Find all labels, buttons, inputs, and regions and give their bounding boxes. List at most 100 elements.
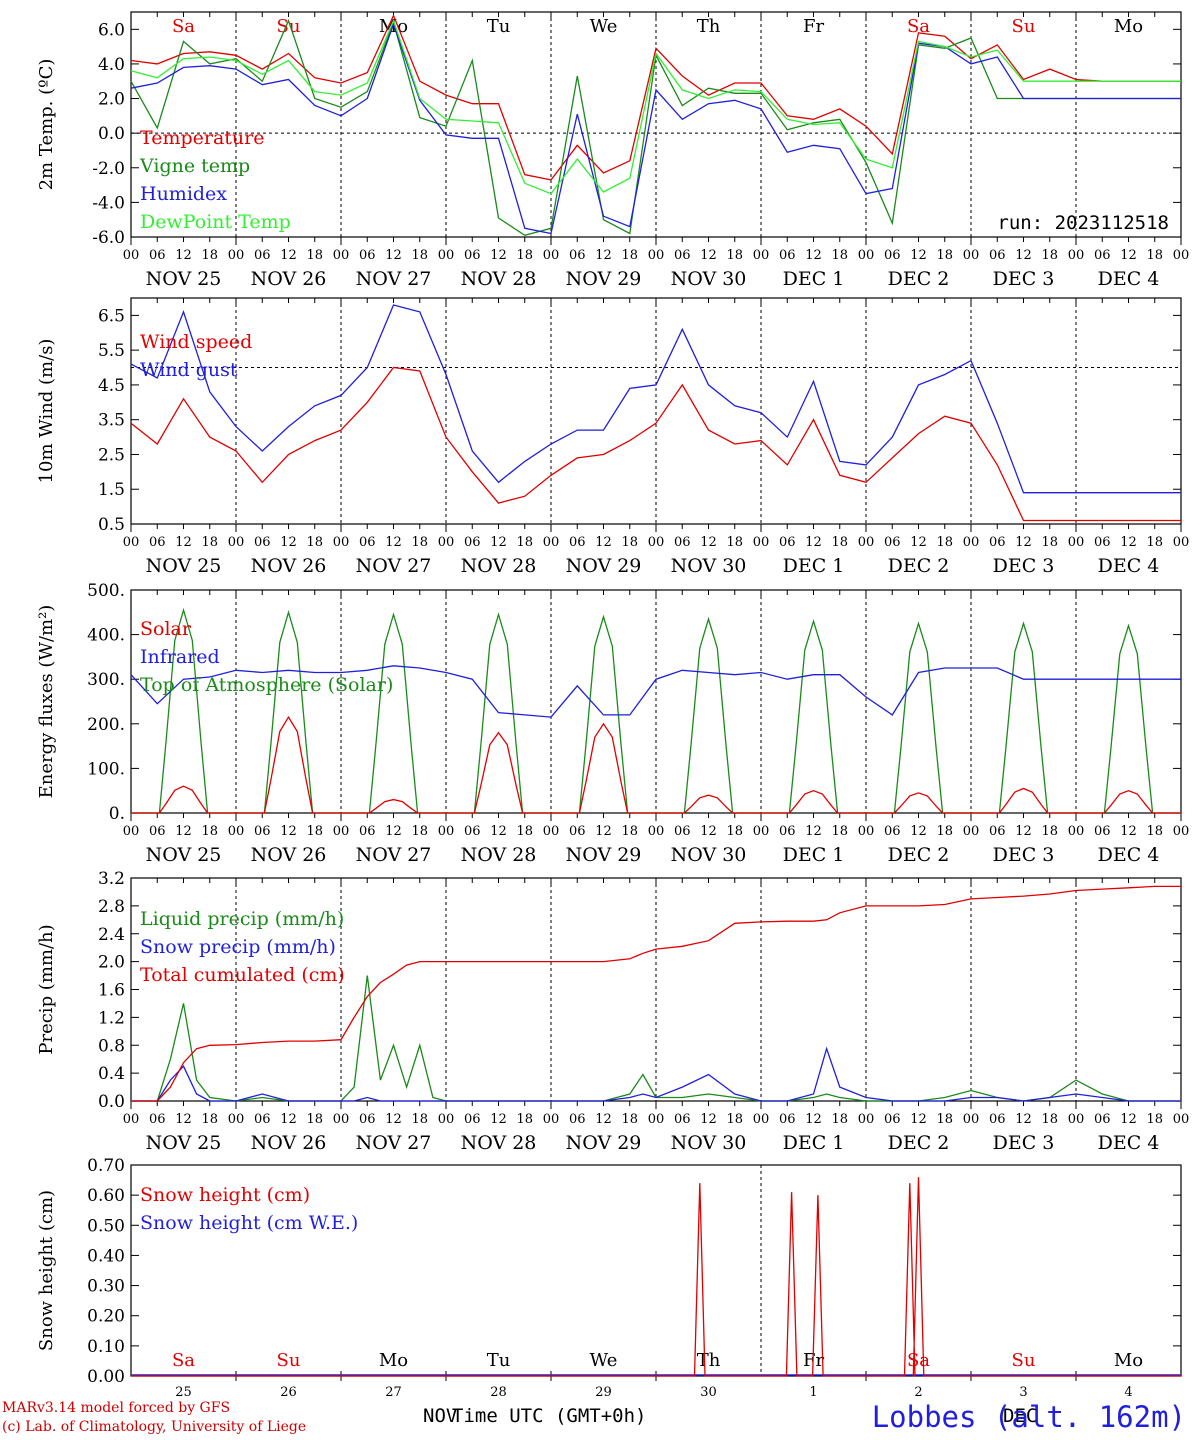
- y-tick-label: 100.: [87, 759, 125, 779]
- y-tick-label: 0.40: [87, 1246, 125, 1266]
- hour-tick-label: 06: [464, 1112, 481, 1127]
- hour-tick-label: 00: [963, 1112, 980, 1127]
- hour-tick-label: 06: [359, 1112, 376, 1127]
- series-line-snow-precip-mm-h-: [131, 1046, 1181, 1102]
- hour-tick-label: 06: [989, 1112, 1006, 1127]
- hour-tick-label: 12: [1015, 824, 1032, 839]
- hour-tick-label: 06: [359, 535, 376, 550]
- weekday-label: Su: [277, 16, 301, 37]
- hour-tick-label: 18: [1041, 248, 1058, 263]
- y-tick-label: 0.30: [87, 1277, 125, 1297]
- hour-tick-label: 12: [175, 824, 192, 839]
- hour-tick-label: 00: [858, 248, 875, 263]
- hour-tick-label: 18: [306, 248, 323, 263]
- hour-tick-label: 00: [1173, 824, 1190, 839]
- hour-tick-label: 18: [201, 248, 218, 263]
- day-number-label: 28: [490, 1385, 507, 1400]
- weekday-label: Mo: [1114, 16, 1143, 37]
- x-axis-title: Time UTC (GMT+0h): [452, 1405, 647, 1427]
- weekday-label: We: [590, 1350, 618, 1371]
- hour-tick-label: 06: [254, 824, 271, 839]
- date-label: NOV 26: [251, 1132, 327, 1154]
- series-line-solar: [131, 715, 1181, 814]
- hour-tick-label: 12: [595, 1112, 612, 1127]
- y-tick-label: 0.10: [87, 1337, 125, 1357]
- weekday-label: Mo: [1114, 1350, 1143, 1371]
- date-label: DEC 2: [888, 555, 950, 577]
- hour-tick-label: 06: [884, 824, 901, 839]
- hour-tick-label: 18: [726, 248, 743, 263]
- y-tick-label: 300.: [87, 670, 125, 690]
- hour-tick-label: 18: [306, 824, 323, 839]
- date-label: NOV 30: [671, 1132, 747, 1154]
- hour-tick-label: 18: [411, 824, 428, 839]
- hour-tick-label: 18: [201, 535, 218, 550]
- hour-tick-label: 12: [1120, 1112, 1137, 1127]
- weekday-label: Su: [1012, 1350, 1036, 1371]
- hour-tick-label: 12: [700, 248, 717, 263]
- hour-tick-label: 00: [438, 535, 455, 550]
- y-tick-label: 3.5: [98, 411, 125, 431]
- hour-tick-label: 06: [989, 248, 1006, 263]
- date-label: NOV 28: [461, 1132, 537, 1154]
- hour-tick-label: 00: [858, 1112, 875, 1127]
- date-label: NOV 28: [461, 268, 537, 290]
- y-tick-label: 6.0: [98, 20, 125, 40]
- y-tick-label: 0.0: [98, 124, 125, 144]
- hour-tick-label: 06: [989, 535, 1006, 550]
- hour-tick-label: 00: [753, 535, 770, 550]
- hour-tick-label: 06: [779, 824, 796, 839]
- y-tick-label: 0.60: [87, 1186, 125, 1206]
- weekday-label: Mo: [379, 1350, 408, 1371]
- legend-entry: Vigne temp: [139, 155, 250, 177]
- hour-tick-label: 06: [674, 248, 691, 263]
- legend-entry: Solar: [140, 618, 192, 640]
- hour-tick-label: 12: [1015, 248, 1032, 263]
- legend-entry: Wind speed: [140, 331, 252, 353]
- date-label: DEC 3: [993, 555, 1055, 577]
- y-tick-label: 1.2: [98, 1008, 125, 1028]
- hour-tick-label: 00: [333, 1112, 350, 1127]
- hour-tick-label: 00: [333, 535, 350, 550]
- hour-tick-label: 06: [464, 535, 481, 550]
- y-tick-label: -2.0: [92, 159, 125, 179]
- hour-tick-label: 06: [779, 248, 796, 263]
- hour-tick-label: 00: [1068, 248, 1085, 263]
- date-label: NOV 27: [356, 268, 432, 290]
- series-line-wind-gust: [130, 304, 1181, 494]
- legend-entry: Snow precip (mm/h): [140, 936, 336, 958]
- y-tick-label: 0.5: [98, 515, 125, 535]
- hour-tick-label: 00: [648, 248, 665, 263]
- hour-tick-label: 06: [464, 248, 481, 263]
- hour-tick-label: 18: [726, 535, 743, 550]
- legend-entry: Temperature: [140, 127, 264, 149]
- hour-tick-label: 12: [280, 535, 297, 550]
- hour-tick-label: 00: [648, 824, 665, 839]
- hour-tick-label: 06: [674, 1112, 691, 1127]
- day-number-label: 2: [914, 1385, 922, 1400]
- hour-tick-label: 12: [385, 535, 402, 550]
- hour-tick-label: 18: [306, 535, 323, 550]
- hour-tick-label: 18: [831, 248, 848, 263]
- day-number-label: 26: [280, 1385, 297, 1400]
- y-tick-label: 1.6: [98, 981, 125, 1001]
- hour-tick-label: 18: [516, 535, 533, 550]
- credit-line-1: MARv3.14 model forced by GFS: [2, 1400, 231, 1416]
- hour-tick-label: 12: [910, 248, 927, 263]
- date-label: DEC 4: [1098, 268, 1160, 290]
- hour-tick-label: 18: [516, 824, 533, 839]
- hour-tick-label: 00: [1068, 1112, 1085, 1127]
- hour-tick-label: 06: [149, 1112, 166, 1127]
- hour-tick-label: 00: [228, 1112, 245, 1127]
- series-line-humidex: [130, 22, 1181, 235]
- date-label: NOV 30: [671, 268, 747, 290]
- hour-tick-label: 18: [936, 824, 953, 839]
- hour-tick-label: 12: [385, 1112, 402, 1127]
- hour-tick-label: 00: [543, 535, 560, 550]
- legend-entry: Liquid precip (mm/h): [140, 908, 344, 930]
- series-line-total-cumulated-cm-: [131, 885, 1181, 1102]
- date-label: NOV 26: [251, 555, 327, 577]
- hour-tick-label: 12: [175, 535, 192, 550]
- hour-tick-label: 12: [1120, 248, 1137, 263]
- date-label: DEC 1: [783, 555, 845, 577]
